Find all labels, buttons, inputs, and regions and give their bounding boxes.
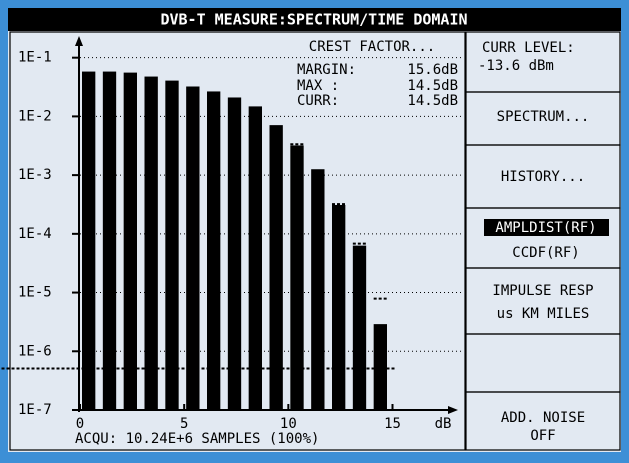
annotation: 15.6dB — [407, 62, 458, 78]
bar — [290, 145, 304, 410]
bar — [207, 91, 221, 410]
annotation: 14.5dB — [407, 93, 458, 109]
y-tick-label: 1E-4 — [18, 226, 52, 242]
button-label[interactable]: OFF — [530, 428, 555, 444]
y-arrow — [75, 36, 83, 46]
x-tick-label: 10 — [280, 416, 297, 432]
button-label[interactable]: ADD. NOISE — [501, 410, 585, 426]
button-label[interactable]: AMPLDIST(RF) — [495, 220, 596, 236]
x-axis-label: dB — [435, 416, 452, 432]
title-bar — [8, 8, 621, 31]
y-tick-label: 1E-1 — [18, 50, 52, 66]
y-tick-label: 1E-7 — [18, 402, 52, 418]
button-label[interactable]: HISTORY... — [501, 169, 585, 185]
bar — [186, 86, 200, 410]
bar — [102, 71, 117, 410]
button-label[interactable]: CCDF(RF) — [512, 245, 579, 261]
x-tick-label: 15 — [384, 416, 401, 432]
y-tick-label: 1E-5 — [18, 285, 52, 301]
button-label[interactable]: IMPULSE RESP — [492, 283, 593, 299]
annotation: MARGIN: — [297, 62, 356, 78]
bar — [311, 169, 325, 410]
x-arrow — [448, 406, 458, 414]
title: DVB-T MEASURE:SPECTRUM/TIME DOMAIN — [160, 11, 467, 29]
bar — [82, 71, 96, 410]
annotation: CURR: — [297, 93, 339, 109]
footer: ACQU: 10.24E+6 SAMPLES (100%) — [75, 431, 319, 447]
x-tick-label: 0 — [76, 416, 84, 432]
bar — [165, 80, 179, 410]
y-tick-label: 1E-6 — [18, 343, 52, 359]
level-label: CURR LEVEL: — [482, 40, 575, 56]
button-label[interactable]: us KM MILES — [497, 306, 590, 322]
selection — [484, 219, 609, 236]
bar — [123, 72, 137, 411]
annotation: 14.5dB — [407, 78, 458, 94]
bar — [227, 97, 242, 410]
bar — [269, 125, 283, 410]
level-value: -13.6 dBm — [478, 58, 554, 74]
bar — [332, 204, 346, 410]
bar — [248, 106, 262, 410]
bar — [352, 245, 367, 410]
chart-panel — [9, 31, 466, 451]
y-tick-label: 1E-3 — [18, 167, 52, 183]
x-tick-label: 5 — [180, 416, 188, 432]
bar — [144, 76, 158, 410]
button[interactable] — [465, 391, 621, 451]
annotation: CREST FACTOR... — [309, 39, 435, 55]
bar — [373, 324, 387, 410]
y-tick-label: 1E-2 — [18, 108, 52, 124]
button-label[interactable]: SPECTRUM... — [497, 109, 590, 125]
annotation: MAX : — [297, 78, 339, 94]
